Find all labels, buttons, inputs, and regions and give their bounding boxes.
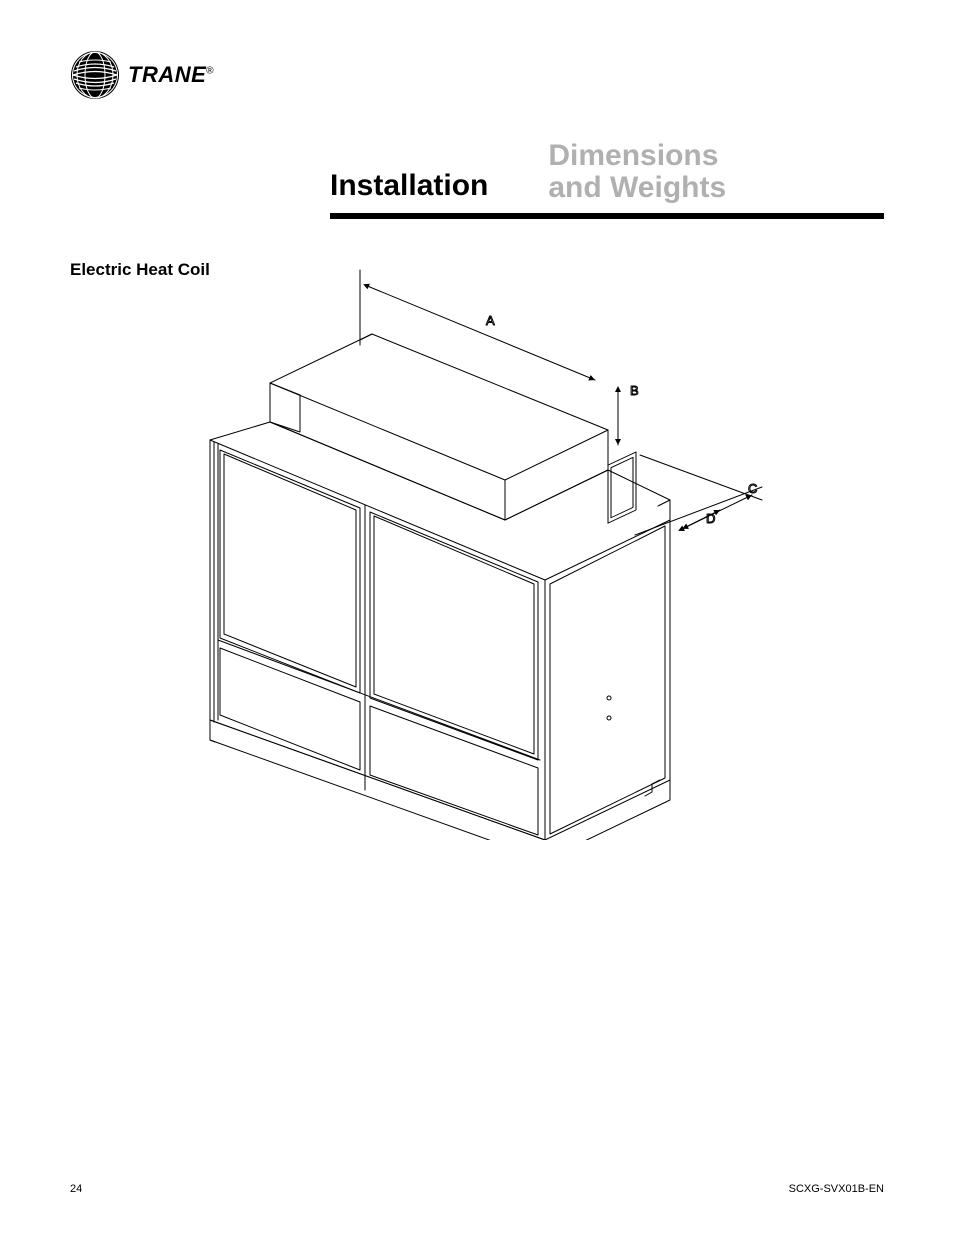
dim-label-c: C: [748, 481, 757, 496]
page-header: Installation Dimensions and Weights: [330, 140, 884, 203]
page-number: 24: [70, 1183, 82, 1195]
dim-label-d: D: [706, 511, 715, 526]
brand-logo: TRANE®: [70, 50, 884, 100]
header-right: Dimensions and Weights: [548, 140, 726, 203]
unit-isometric-diagram: A B C D: [190, 250, 810, 840]
dim-label-a: A: [486, 313, 495, 328]
trane-globe-icon: [70, 50, 120, 100]
doc-code: SCXG-SVX01B-EN: [789, 1183, 884, 1195]
header-rule: [330, 213, 884, 219]
header-left: Installation: [330, 169, 488, 203]
brand-wordmark: TRANE®: [128, 62, 214, 88]
page-footer: 24 SCXG-SVX01B-EN: [70, 1183, 884, 1195]
section-title: Electric Heat Coil: [70, 260, 210, 280]
dim-label-b: B: [630, 383, 639, 398]
